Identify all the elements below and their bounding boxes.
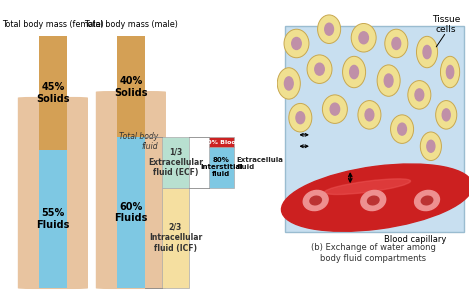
Text: (b) Exchange of water among
body fluid compartments: (b) Exchange of water among body fluid c… — [311, 243, 436, 263]
Text: 45%
Solids: 45% Solids — [36, 82, 70, 104]
Ellipse shape — [292, 37, 301, 49]
Circle shape — [41, 96, 65, 98]
Circle shape — [119, 90, 143, 92]
Bar — [117, 137, 145, 288]
Ellipse shape — [282, 164, 473, 231]
Ellipse shape — [303, 190, 328, 211]
Text: Total body mass (female): Total body mass (female) — [2, 20, 104, 29]
Text: Extracellula
fluid: Extracellula fluid — [237, 157, 283, 170]
Bar — [39, 36, 67, 150]
Ellipse shape — [325, 23, 334, 35]
Ellipse shape — [398, 123, 406, 135]
Text: 60%
Fluids: 60% Fluids — [114, 202, 147, 223]
FancyBboxPatch shape — [96, 91, 166, 289]
Text: 55%
Fluids: 55% Fluids — [36, 208, 70, 230]
Ellipse shape — [358, 101, 381, 129]
Ellipse shape — [423, 45, 431, 59]
Bar — [209, 147, 234, 188]
Bar — [39, 150, 67, 288]
Ellipse shape — [351, 23, 376, 52]
Ellipse shape — [284, 77, 293, 90]
Ellipse shape — [315, 63, 324, 75]
Ellipse shape — [427, 140, 435, 152]
Text: Tissue
cells: Tissue cells — [432, 15, 460, 34]
Text: 20% Blood: 20% Blood — [203, 140, 240, 145]
Ellipse shape — [325, 179, 410, 195]
Ellipse shape — [330, 103, 340, 115]
Ellipse shape — [392, 37, 401, 49]
Ellipse shape — [415, 89, 424, 101]
Bar — [162, 188, 189, 288]
Ellipse shape — [365, 109, 374, 121]
Ellipse shape — [442, 109, 450, 121]
Ellipse shape — [284, 29, 309, 58]
Bar — [127, 91, 135, 92]
Ellipse shape — [361, 190, 386, 211]
Ellipse shape — [408, 81, 431, 109]
Ellipse shape — [377, 65, 400, 96]
Ellipse shape — [277, 68, 301, 99]
Ellipse shape — [436, 101, 457, 129]
Text: Total body
fluid: Total body fluid — [118, 132, 158, 151]
Ellipse shape — [296, 112, 305, 124]
Bar — [162, 137, 189, 188]
Ellipse shape — [420, 132, 441, 161]
Ellipse shape — [367, 196, 379, 205]
FancyBboxPatch shape — [285, 26, 464, 232]
Text: Total body mass (male): Total body mass (male) — [84, 20, 178, 29]
Bar — [209, 137, 234, 147]
Text: 2/3
Intracellular
fluid (ICF): 2/3 Intracellular fluid (ICF) — [149, 223, 202, 253]
Ellipse shape — [447, 65, 454, 79]
Ellipse shape — [415, 190, 439, 211]
Ellipse shape — [322, 95, 347, 123]
FancyBboxPatch shape — [18, 97, 88, 289]
Ellipse shape — [359, 32, 368, 44]
Ellipse shape — [350, 65, 358, 79]
Ellipse shape — [384, 74, 393, 87]
Ellipse shape — [310, 196, 321, 205]
Ellipse shape — [421, 196, 433, 205]
Ellipse shape — [289, 103, 312, 132]
Bar — [117, 36, 145, 137]
Ellipse shape — [343, 56, 365, 88]
Ellipse shape — [391, 115, 414, 143]
Ellipse shape — [307, 55, 332, 84]
Text: 1/3
Extracellular
fluid (ECF): 1/3 Extracellular fluid (ECF) — [148, 147, 203, 177]
Text: Blood capillary: Blood capillary — [384, 235, 447, 244]
Ellipse shape — [385, 29, 408, 58]
Ellipse shape — [440, 56, 460, 88]
Text: 40%
Solids: 40% Solids — [114, 76, 147, 98]
Ellipse shape — [318, 15, 341, 44]
Text: 80%
Interstitial
fluid: 80% Interstitial fluid — [200, 157, 243, 177]
Bar — [49, 97, 57, 98]
Ellipse shape — [417, 36, 438, 68]
